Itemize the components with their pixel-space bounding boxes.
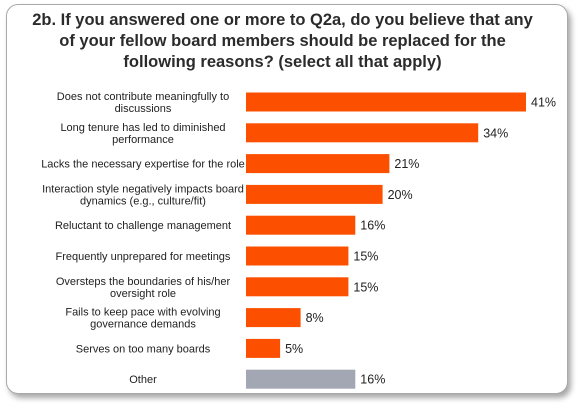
category-label-6-line-1: Frequently unprepared for meetings (56, 251, 231, 263)
value-label-4: 20% (388, 188, 413, 202)
category-label-1-line-1: Does not contribute meaningfully to (57, 91, 229, 103)
bar-9 (246, 338, 281, 358)
category-label-2-line-2: performance (112, 134, 174, 146)
value-label-1: 41% (531, 96, 556, 110)
chart-title-line-1: 2b. If you answered one or more to Q2a, … (32, 11, 533, 29)
category-label-4-line-1: Interaction style negatively impacts boa… (42, 183, 244, 195)
value-label-2: 34% (483, 126, 508, 140)
bar-3 (246, 154, 390, 174)
category-label-8-line-2: governance demands (90, 319, 196, 331)
value-label-7: 15% (353, 280, 378, 294)
bar-8 (246, 308, 301, 328)
bar-4 (246, 184, 383, 204)
chart-title-line-3: following reasons? (select all that appl… (123, 53, 442, 71)
bar-1 (246, 92, 526, 112)
category-label-5-line-1: Reluctant to challenge management (55, 220, 231, 232)
bar-2 (246, 123, 479, 143)
category-label-4-line-2: dynamics (e.g., culture/fit) (80, 195, 206, 207)
value-label-5: 16% (360, 219, 385, 233)
category-label-7-line-1: Oversteps the boundaries of his/her (56, 276, 231, 288)
bar-6 (246, 246, 349, 266)
category-label-8-line-1: Fails to keep pace with evolving (65, 307, 220, 319)
value-label-10: 16% (360, 373, 385, 387)
category-label-2-line-1: Long tenure has led to diminished (60, 122, 225, 134)
bar-5 (246, 215, 356, 235)
chart-title-line-2: of your fellow board members should be r… (59, 32, 506, 50)
bar-7 (246, 277, 349, 297)
value-label-3: 21% (394, 157, 419, 171)
value-label-6: 15% (353, 250, 378, 264)
category-label-1-line-2: discussions (115, 103, 172, 115)
category-label-10-line-1: Other (129, 374, 157, 386)
category-label-9-line-1: Serves on too many boards (76, 343, 211, 355)
value-label-8: 8% (306, 311, 324, 325)
chart-title: 2b. If you answered one or more to Q2a, … (10, 10, 555, 73)
value-label-9: 5% (285, 342, 303, 356)
category-label-7-line-2: oversight role (110, 288, 176, 300)
category-label-3-line-1: Lacks the necessary expertise for the ro… (41, 159, 245, 171)
bar-10 (246, 369, 356, 389)
